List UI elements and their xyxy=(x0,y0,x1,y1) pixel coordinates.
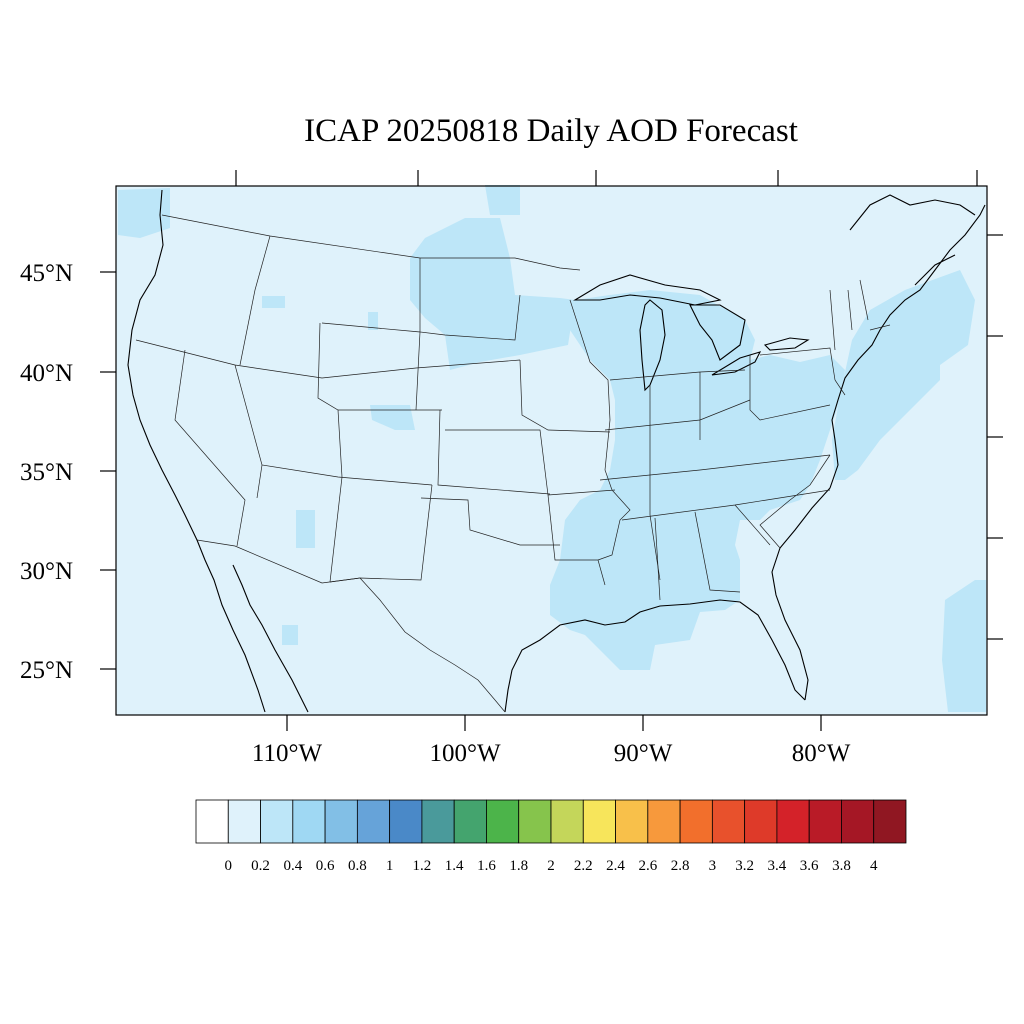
left-ticks xyxy=(100,271,116,670)
colorbar-label: 3.6 xyxy=(800,858,819,874)
bottom-ticks xyxy=(286,715,822,731)
aod-region-west-ohio xyxy=(485,185,520,215)
lon-label-100: 100°W xyxy=(429,740,500,767)
colorbar-swatch xyxy=(615,799,649,844)
state-lines-northeast xyxy=(759,279,891,396)
aod-region-baja xyxy=(282,625,298,645)
lon-label-110: 110°W xyxy=(252,740,323,767)
colorbar-label: 0 xyxy=(225,858,233,874)
colorbar-swatch xyxy=(744,799,778,844)
us-mexico-border xyxy=(196,539,506,713)
great-lakes-michigan xyxy=(639,299,666,392)
colorbar-swatch xyxy=(550,799,584,844)
colorbar-swatch xyxy=(776,799,810,844)
aod-region-midwest-south xyxy=(550,290,845,670)
canada-coast xyxy=(849,194,976,286)
great-lakes-huron xyxy=(689,304,746,361)
colorbar-swatch xyxy=(453,799,487,844)
colorbar-swatch xyxy=(518,799,552,844)
great-lakes-superior xyxy=(573,274,722,306)
colorbar-label: 1.8 xyxy=(509,858,528,874)
state-lines-southeast xyxy=(599,454,831,601)
lat-label-40: 40°N xyxy=(20,360,73,387)
colorbar-label: 3.8 xyxy=(832,858,851,874)
colorbar-label: 1.4 xyxy=(445,858,464,874)
lat-label-45: 45°N xyxy=(20,260,73,287)
state-lines-west xyxy=(135,235,560,583)
lat-label-30: 30°N xyxy=(20,558,73,585)
colorbar-swatch xyxy=(841,799,875,844)
colorbar-swatch xyxy=(260,799,294,844)
colorbar-label: 3 xyxy=(709,858,717,874)
coastlines xyxy=(127,189,986,713)
colorbar-swatch xyxy=(324,799,358,844)
state-lines-central xyxy=(445,299,831,586)
colorbar-label: 3.4 xyxy=(768,858,787,874)
colorbar-label: 2.8 xyxy=(671,858,690,874)
colorbar: 0 0.2 0.4 0.6 0.8 1 1.2 1.4 1.6 1.8 2 2.2 2.4 2.6 2.8 3… xyxy=(195,799,907,874)
colorbar-swatch xyxy=(647,799,681,844)
colorbar-swatch xyxy=(711,799,746,844)
colorbar-swatch xyxy=(356,799,391,844)
colorbar-label: 2.6 xyxy=(638,858,657,874)
colorbar-label: 2.2 xyxy=(574,858,593,874)
aod-region-colorado xyxy=(370,405,415,430)
lon-label-80: 80°W xyxy=(792,740,851,767)
colorbar-swatch xyxy=(195,799,229,844)
great-lakes-ontario xyxy=(763,337,810,351)
colorbar-swatch xyxy=(873,799,907,844)
colorbar-label: 0.6 xyxy=(316,858,335,874)
colorbar-swatch xyxy=(808,799,842,844)
colorbar-label: 0.4 xyxy=(283,858,302,874)
colorbar-swatch xyxy=(486,799,520,844)
colorbar-swatch xyxy=(679,799,713,844)
colorbar-label: 2 xyxy=(547,858,555,874)
colorbar-label: 1.6 xyxy=(477,858,496,874)
colorbar-label: 1.2 xyxy=(413,858,432,874)
aod-region-idaho-2 xyxy=(368,312,378,330)
aod-region-caribbean xyxy=(942,580,986,712)
right-ticks xyxy=(987,234,1003,640)
great-lakes-erie xyxy=(711,351,762,376)
pacific-coastline xyxy=(127,189,266,713)
map-panel: 45°N 40°N 35°N 30°N 25°N 110°W 100°W 90°… xyxy=(20,170,1003,767)
aod-region-dakotas xyxy=(410,218,575,370)
colorbar-swatch xyxy=(227,799,261,844)
colorbar-label: 0.8 xyxy=(348,858,367,874)
top-ticks xyxy=(235,170,978,186)
lat-label-35: 35°N xyxy=(20,459,73,486)
map-title: ICAP 20250818 Daily AOD Forecast xyxy=(304,113,798,149)
aod-region-washington xyxy=(118,188,170,238)
aod-region-idaho xyxy=(262,296,285,308)
colorbar-swatch xyxy=(582,799,616,844)
lon-label-90: 90°W xyxy=(614,740,673,767)
colorbar-label: 1 xyxy=(386,858,394,874)
colorbar-swatch xyxy=(421,799,455,844)
map-frame xyxy=(115,185,988,716)
state-borders xyxy=(135,214,891,713)
colorbar-label: 3.2 xyxy=(735,858,754,874)
colorbar-label: 4 xyxy=(870,858,878,874)
lat-label-25: 25°N xyxy=(20,657,73,684)
aod-region-northeast xyxy=(832,270,975,480)
aod-shading xyxy=(118,185,986,712)
gulf-coastline xyxy=(504,599,806,713)
colorbar-label: 0.2 xyxy=(251,858,270,874)
us-canada-border xyxy=(161,214,581,271)
colorbar-swatch xyxy=(292,799,326,844)
aod-region-arizona xyxy=(296,510,315,548)
baja-gulf-coastline xyxy=(232,564,309,713)
colorbar-swatch xyxy=(389,799,423,844)
colorbar-label: 2.4 xyxy=(606,858,625,874)
atlantic-coastline xyxy=(771,204,986,701)
